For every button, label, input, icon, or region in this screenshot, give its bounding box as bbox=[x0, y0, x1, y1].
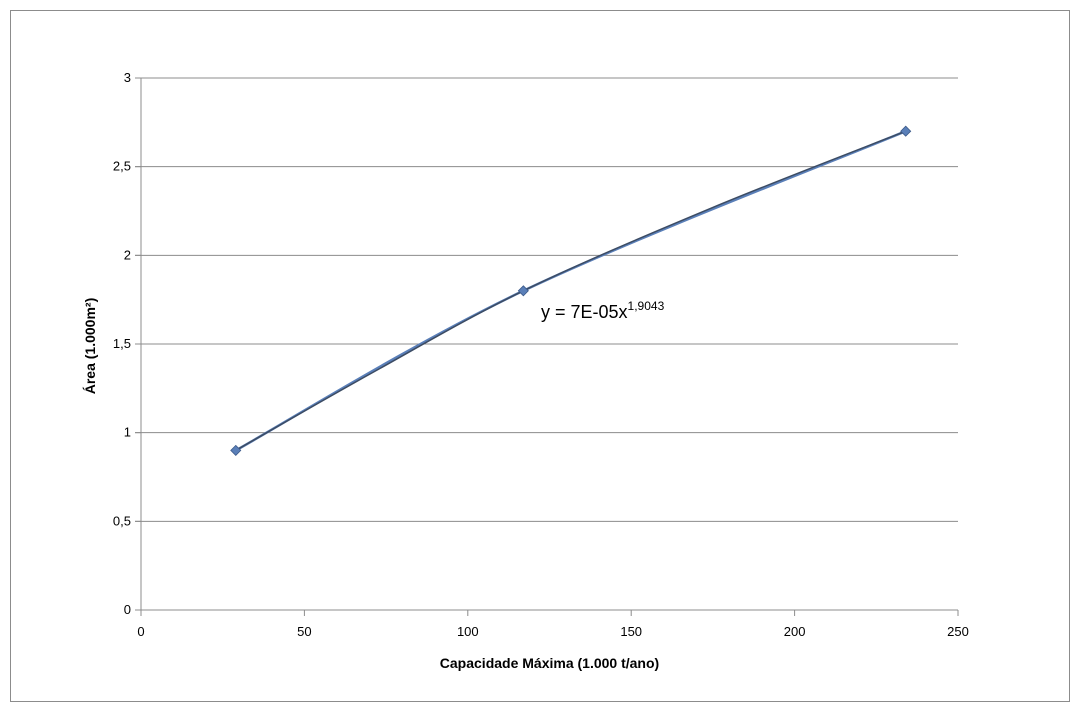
chart-svg: 0 50 100 150 200 250 0 0,5 1 1,5 2 2,5 3 y = 7E-05x… bbox=[82, 70, 969, 671]
axes bbox=[135, 78, 958, 616]
x-axis-ticks: 0 50 100 150 200 250 bbox=[137, 610, 969, 639]
series-group bbox=[230, 125, 912, 456]
y-tick-label: 1,5 bbox=[113, 336, 131, 351]
data-point-marker bbox=[230, 444, 242, 456]
trendline-equation-base: y = 7E-05x bbox=[541, 302, 628, 322]
x-tick-label: 100 bbox=[457, 624, 479, 639]
y-axis-ticks: 0 0,5 1 1,5 2 2,5 3 bbox=[113, 70, 141, 617]
y-tick-label: 1 bbox=[124, 425, 131, 440]
trendline-equation-exponent: 1,9043 bbox=[628, 299, 665, 313]
y-tick-label: 0,5 bbox=[113, 513, 131, 528]
x-tick-label: 50 bbox=[297, 624, 311, 639]
trendline bbox=[235, 130, 906, 452]
series-line bbox=[235, 130, 907, 452]
y-tick-label: 2 bbox=[124, 247, 131, 262]
y-axis-title: Área (1.000m²) bbox=[82, 298, 98, 395]
y-tick-label: 0 bbox=[124, 602, 131, 617]
x-axis-title: Capacidade Máxima (1.000 t/ano) bbox=[440, 655, 659, 671]
x-tick-label: 200 bbox=[784, 624, 806, 639]
x-tick-label: 150 bbox=[620, 624, 642, 639]
chart-area: 0 50 100 150 200 250 0 0,5 1 1,5 2 2,5 3 y = 7E-05x… bbox=[10, 10, 1070, 702]
x-tick-label: 250 bbox=[947, 624, 969, 639]
data-point-marker bbox=[517, 285, 529, 297]
x-tick-label: 0 bbox=[137, 624, 144, 639]
gridlines bbox=[135, 77, 958, 522]
y-tick-label: 2,5 bbox=[113, 159, 131, 174]
data-point-marker bbox=[900, 125, 912, 137]
trendline-equation: y = 7E-05x1,9043 bbox=[541, 299, 665, 322]
y-tick-label: 3 bbox=[124, 70, 131, 85]
